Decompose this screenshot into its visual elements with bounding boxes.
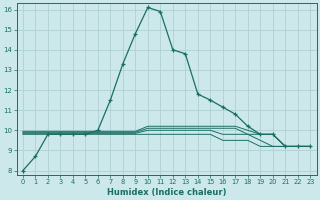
X-axis label: Humidex (Indice chaleur): Humidex (Indice chaleur) <box>107 188 226 197</box>
